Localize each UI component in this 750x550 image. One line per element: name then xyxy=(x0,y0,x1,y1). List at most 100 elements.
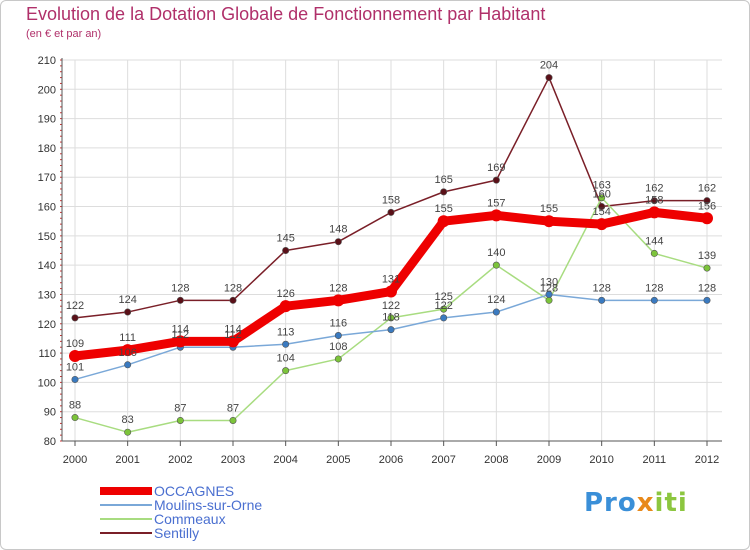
data-point-occagnes xyxy=(279,300,292,313)
data-label-occagnes: 114 xyxy=(172,323,190,335)
data-point-sentilly xyxy=(334,238,342,246)
data-point-occagnes xyxy=(595,218,608,231)
data-point-moulins-sur-orne xyxy=(650,296,658,304)
data-label-sentilly: 145 xyxy=(276,233,294,245)
data-label-sentilly: 169 xyxy=(487,162,505,174)
data-point-moulins-sur-orne xyxy=(387,326,395,334)
data-label-sentilly: 124 xyxy=(118,294,136,306)
data-label-commeaux: 122 xyxy=(382,300,400,312)
data-point-commeaux xyxy=(334,355,342,363)
data-point-commeaux xyxy=(440,305,448,313)
y-tick-label: 160 xyxy=(38,202,56,214)
legend-label: OCCAGNES xyxy=(154,483,235,499)
x-tick-label: 2002 xyxy=(168,454,192,466)
data-label-sentilly: 128 xyxy=(224,282,242,294)
data-point-moulins-sur-orne xyxy=(492,308,500,316)
data-label-sentilly: 148 xyxy=(329,224,347,236)
x-tick-label: 2011 xyxy=(643,454,667,466)
data-label-sentilly: 162 xyxy=(698,183,716,195)
data-point-commeaux xyxy=(545,296,553,304)
x-tick-label: 2008 xyxy=(484,454,508,466)
grid xyxy=(62,59,722,442)
data-point-commeaux xyxy=(598,194,606,202)
data-point-occagnes xyxy=(648,206,661,219)
data-point-sentilly xyxy=(387,208,395,216)
x-tick-label: 2001 xyxy=(115,454,139,466)
axes: 8090100110120130140150160170180190200210… xyxy=(38,55,722,466)
data-point-moulins-sur-orne xyxy=(124,361,132,369)
y-tick-label: 200 xyxy=(38,84,56,96)
data-point-sentilly xyxy=(545,74,553,82)
data-label-moulins-sur-orne: 124 xyxy=(487,294,505,306)
data-label-occagnes: 131 xyxy=(382,274,400,286)
data-label-moulins-sur-orne: 113 xyxy=(277,326,295,338)
data-point-commeaux xyxy=(492,261,500,269)
chart-title: Evolution de la Dotation Globale de Fonc… xyxy=(26,4,546,24)
legend-label: Moulins-sur-Orne xyxy=(154,497,263,513)
data-label-commeaux: 163 xyxy=(592,180,610,192)
x-tick-label: 2003 xyxy=(221,454,245,466)
data-label-occagnes: 154 xyxy=(592,206,610,218)
data-point-sentilly xyxy=(282,247,290,255)
data-point-occagnes xyxy=(543,215,555,228)
data-label-commeaux: 104 xyxy=(276,353,294,365)
data-point-sentilly xyxy=(440,188,448,196)
data-point-commeaux xyxy=(229,416,237,424)
y-tick-label: 120 xyxy=(38,319,56,331)
data-label-commeaux: 87 xyxy=(227,402,239,414)
data-point-occagnes xyxy=(332,294,345,307)
legend-swatch xyxy=(100,532,152,534)
data-point-moulins-sur-orne xyxy=(334,331,342,339)
data-point-commeaux xyxy=(387,314,395,322)
data-point-sentilly xyxy=(650,197,658,205)
y-tick-label: 190 xyxy=(38,114,56,126)
y-tick-label: 140 xyxy=(38,260,56,272)
data-label-commeaux: 88 xyxy=(69,400,81,412)
data-label-moulins-sur-orne: 112 xyxy=(172,329,190,341)
data-label-sentilly: 160 xyxy=(592,189,610,201)
data-point-sentilly xyxy=(71,314,79,322)
y-tick-label: 210 xyxy=(38,55,56,67)
data-label-sentilly: 204 xyxy=(540,60,558,72)
y-tick-label: 110 xyxy=(38,348,56,360)
data-label-occagnes: 128 xyxy=(329,282,347,294)
data-label-moulins-sur-orne: 122 xyxy=(434,300,452,312)
logo-part-x: x xyxy=(636,488,655,518)
data-point-occagnes xyxy=(227,335,239,348)
line-chart: 8090100110120130140150160170180190200210… xyxy=(38,55,722,466)
data-point-moulins-sur-orne xyxy=(282,340,290,348)
legend-swatch xyxy=(100,487,152,495)
data-point-moulins-sur-orne xyxy=(545,290,553,298)
data-label-commeaux: 108 xyxy=(329,341,347,353)
data-point-sentilly xyxy=(703,197,711,205)
data-point-sentilly xyxy=(229,296,237,304)
data-label-commeaux: 87 xyxy=(174,402,186,414)
x-tick-label: 2010 xyxy=(589,454,613,466)
data-label-moulins-sur-orne: 128 xyxy=(592,282,610,294)
data-label-sentilly: 158 xyxy=(382,194,400,206)
legend-label: Commeaux xyxy=(154,511,226,527)
x-tick-label: 2007 xyxy=(431,454,455,466)
data-point-commeaux xyxy=(71,414,79,422)
data-label-commeaux: 139 xyxy=(698,250,716,262)
x-tick-label: 2005 xyxy=(326,454,350,466)
data-label-moulins-sur-orne: 112 xyxy=(224,329,242,341)
data-point-moulins-sur-orne xyxy=(598,296,606,304)
proxiti-logo: Proxiti xyxy=(584,488,688,518)
data-point-sentilly xyxy=(598,203,606,211)
data-point-occagnes xyxy=(385,285,397,298)
data-label-commeaux: 125 xyxy=(434,291,452,303)
y-tick-label: 90 xyxy=(44,407,56,419)
data-label-occagnes: 114 xyxy=(224,323,242,335)
x-tick-label: 2000 xyxy=(63,454,87,466)
data-label-occagnes: 109 xyxy=(66,338,84,350)
data-label-moulins-sur-orne: 101 xyxy=(66,361,84,373)
y-tick-label: 130 xyxy=(38,289,56,301)
data-point-sentilly xyxy=(492,176,500,184)
data-label-moulins-sur-orne: 118 xyxy=(382,312,400,324)
data-label-occagnes: 158 xyxy=(645,194,663,206)
data-point-sentilly xyxy=(124,308,132,316)
data-point-moulins-sur-orne xyxy=(703,296,711,304)
x-tick-label: 2006 xyxy=(379,454,403,466)
data-point-commeaux xyxy=(282,367,290,375)
